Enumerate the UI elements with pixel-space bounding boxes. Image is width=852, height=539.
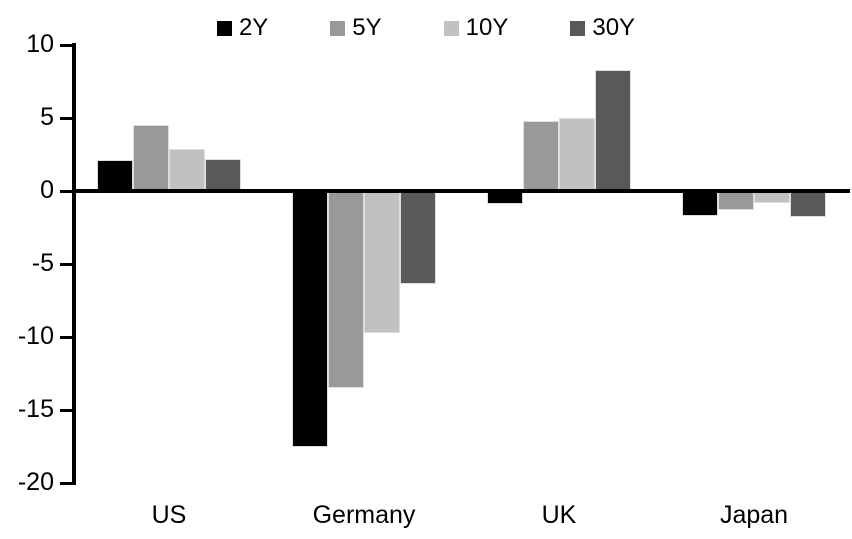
y-axis-tick	[60, 335, 74, 339]
chart-legend: 2Y 5Y 10Y 30Y	[0, 14, 852, 42]
y-tick-label: 5	[40, 103, 54, 131]
bar-us-10y	[169, 148, 205, 191]
legend-label: 2Y	[238, 14, 269, 41]
legend-label: 10Y	[465, 14, 509, 41]
bar-uk-10y	[559, 118, 595, 191]
y-tick-label: -20	[17, 468, 54, 496]
bar-germany-2y	[292, 191, 328, 447]
bar-uk-30y	[595, 69, 631, 191]
bar-japan-5y	[718, 191, 754, 210]
y-axis-tick	[60, 43, 74, 47]
y-axis-tick	[60, 116, 74, 120]
bar-japan-2y	[682, 191, 718, 216]
y-axis-tick	[60, 189, 74, 193]
legend-label: 5Y	[352, 14, 382, 41]
bar-germany-5y	[328, 191, 364, 389]
legend-item-30y: 30Y	[570, 14, 635, 42]
x-category-label: UK	[541, 501, 577, 529]
bar-uk-5y	[523, 120, 559, 191]
x-category-label: Germany	[312, 501, 416, 529]
y-axis-tick	[60, 262, 74, 266]
legend-swatch-icon	[330, 20, 346, 36]
legend-swatch-icon	[216, 20, 232, 36]
bar-us-2y	[97, 160, 133, 191]
y-tick-label: 0	[40, 176, 54, 204]
zero-axis-line	[72, 189, 850, 193]
legend-swatch-icon	[443, 20, 459, 36]
y-axis-tick	[60, 481, 74, 485]
legend-swatch-icon	[570, 20, 586, 36]
bar-us-5y	[133, 125, 169, 191]
y-axis-tick	[60, 408, 74, 412]
x-category-label: Japan	[719, 501, 789, 529]
y-tick-label: -5	[31, 249, 54, 277]
legend-item-10y: 10Y	[443, 14, 509, 42]
legend-item-2y: 2Y	[216, 14, 269, 42]
bar-germany-30y	[400, 191, 436, 285]
legend-item-5y: 5Y	[330, 14, 382, 42]
y-axis-line	[72, 43, 76, 485]
bar-japan-30y	[790, 191, 826, 218]
legend-label: 30Y	[592, 14, 636, 41]
y-tick-label: -15	[17, 395, 54, 423]
bar-us-30y	[205, 158, 241, 191]
y-tick-label: -10	[17, 322, 54, 350]
x-category-label: US	[151, 501, 187, 529]
y-tick-label: 10	[26, 30, 54, 58]
bar-germany-10y	[364, 191, 400, 333]
